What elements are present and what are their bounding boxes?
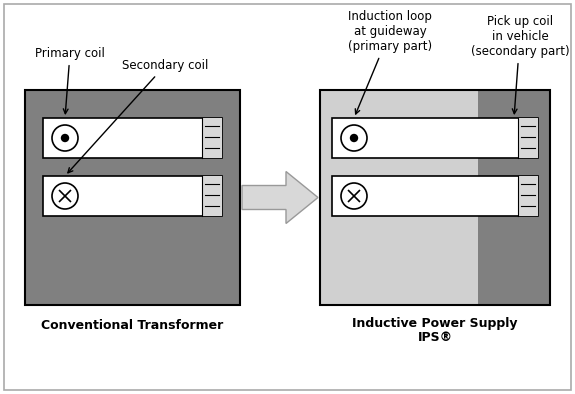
- Bar: [518, 118, 538, 158]
- Text: Secondary coil: Secondary coil: [68, 59, 208, 173]
- Text: Inductive Power Supply: Inductive Power Supply: [352, 317, 518, 330]
- Bar: [320, 90, 478, 305]
- Bar: [43, 118, 222, 158]
- Circle shape: [52, 183, 78, 209]
- Text: IPS®: IPS®: [417, 331, 453, 344]
- Text: Conventional Transformer: Conventional Transformer: [41, 319, 224, 332]
- Bar: [43, 176, 222, 216]
- Polygon shape: [242, 171, 318, 223]
- Circle shape: [52, 125, 78, 151]
- Text: Pick up coil
in vehicle
(secondary part): Pick up coil in vehicle (secondary part): [471, 15, 569, 114]
- Text: Induction loop
at guideway
(primary part): Induction loop at guideway (primary part…: [348, 10, 432, 114]
- Bar: [202, 118, 222, 158]
- Text: Primary coil: Primary coil: [35, 47, 105, 114]
- Bar: [25, 90, 240, 305]
- Bar: [332, 118, 538, 158]
- Bar: [320, 90, 550, 305]
- Bar: [202, 176, 222, 216]
- Circle shape: [341, 125, 367, 151]
- Circle shape: [341, 183, 367, 209]
- Bar: [518, 176, 538, 216]
- Bar: [478, 90, 550, 305]
- Circle shape: [62, 134, 68, 141]
- Circle shape: [351, 134, 358, 141]
- Bar: [332, 176, 538, 216]
